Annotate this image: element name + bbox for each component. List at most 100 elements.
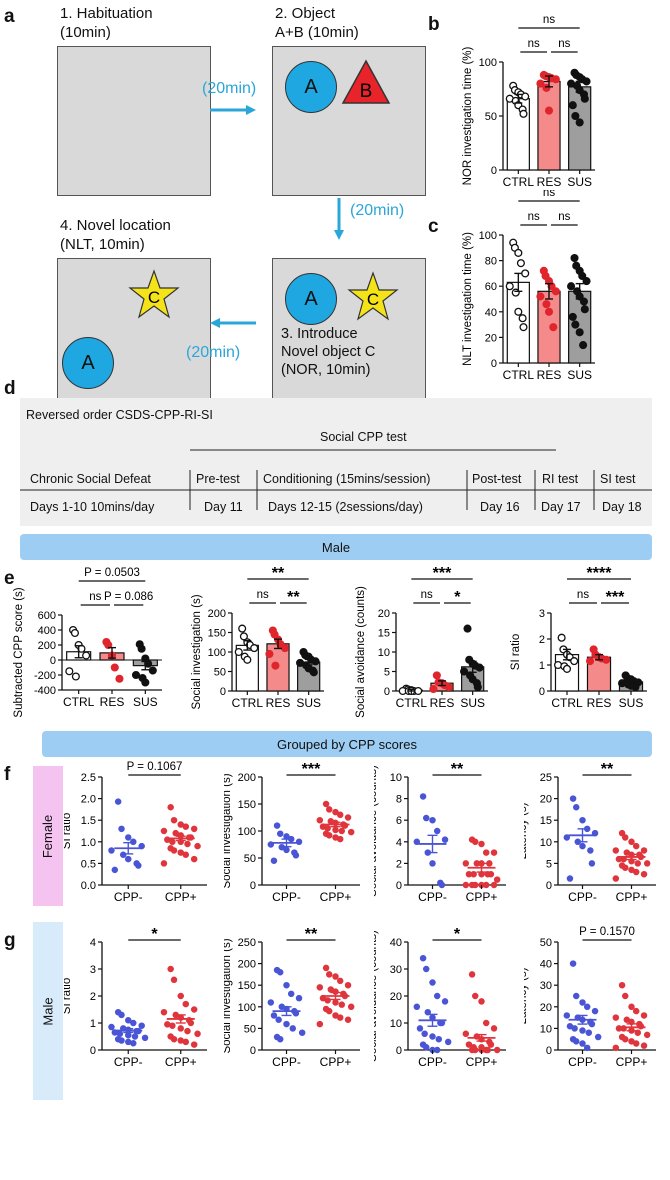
data-point	[280, 644, 289, 653]
data-point	[482, 1046, 490, 1054]
phase-label: SI test	[600, 472, 636, 486]
data-point	[177, 992, 185, 1000]
phase-label: Pre-test	[196, 472, 240, 486]
panel-letter-f: f	[4, 764, 11, 785]
data-point	[594, 1033, 602, 1041]
significance-label: *	[454, 926, 461, 943]
stage-novel-location-label: 4. Novel location (NLT, 10min)	[60, 217, 171, 253]
data-point	[322, 964, 330, 972]
data-point	[325, 971, 333, 978]
x-tick-label: SUS	[619, 696, 644, 710]
data-point	[311, 657, 320, 666]
data-point	[563, 834, 571, 841]
data-point	[521, 269, 530, 278]
grouped-band: Grouped by CPP scores	[42, 731, 652, 757]
x-tick-label: CTRL	[503, 175, 535, 189]
y-tick-label: 5	[546, 858, 552, 870]
data-point	[468, 971, 476, 978]
y-tick-label: 6	[396, 815, 402, 827]
data-point	[471, 838, 479, 846]
x-tick-label: CTRL	[232, 696, 264, 710]
data-point	[482, 1019, 490, 1027]
y-axis-label: Social avoidance (counts)	[374, 765, 379, 897]
data-point	[621, 1035, 629, 1043]
data-point	[347, 828, 355, 836]
y-tick-label: 0	[491, 358, 497, 370]
data-point	[125, 1017, 132, 1024]
y-tick-label: 150	[238, 980, 256, 992]
y-tick-label: 0	[90, 1045, 96, 1057]
data-point	[190, 855, 198, 863]
x-tick-label: CPP+	[165, 1055, 197, 1069]
y-tick-label: 20	[390, 991, 402, 1003]
x-tick-label: CPP+	[320, 1055, 352, 1069]
x-tick-label: SUS	[133, 695, 158, 709]
data-point	[271, 661, 280, 670]
data-point	[344, 814, 352, 821]
data-point	[298, 1029, 306, 1036]
data-point	[82, 651, 91, 660]
data-point	[116, 1030, 124, 1038]
data-point	[160, 860, 168, 867]
y-tick-label: 100	[238, 1002, 256, 1014]
data-point	[270, 1012, 278, 1019]
phase-label: Post-test	[472, 472, 522, 486]
y-axis-label: Latency (s)	[524, 967, 529, 1024]
data-point	[429, 1033, 436, 1040]
data-point	[336, 811, 344, 819]
y-axis-label: Social avoidance (counts)	[374, 930, 379, 1062]
day-label: Day 17	[541, 500, 581, 514]
y-axis-label: SI ratio	[510, 634, 522, 670]
significance-label: ns	[558, 211, 570, 223]
data-point	[566, 875, 574, 882]
male-band: Male	[20, 534, 652, 560]
y-tick-label: 100	[479, 57, 497, 69]
data-point	[478, 840, 485, 848]
x-tick-label: CPP+	[320, 890, 352, 904]
data-point	[632, 842, 640, 850]
x-tick-label: CPP-	[114, 1055, 143, 1069]
significance-label: **	[451, 761, 464, 778]
data-point	[471, 881, 479, 889]
arena-object: A B	[272, 46, 426, 196]
data-point	[571, 320, 580, 329]
data-point	[336, 835, 344, 843]
data-point	[571, 111, 580, 121]
data-point	[544, 106, 554, 115]
data-point	[621, 992, 629, 1000]
data-point	[138, 1022, 145, 1029]
object-a-label: A	[304, 287, 318, 310]
data-point	[283, 846, 290, 854]
data-point	[575, 328, 584, 337]
data-point	[441, 998, 449, 1005]
data-point	[435, 1035, 443, 1043]
data-point	[419, 793, 427, 800]
data-point	[110, 663, 119, 672]
data-point	[429, 816, 436, 824]
data-point	[131, 670, 141, 680]
y-tick-label: 200	[38, 640, 56, 652]
arena-habituation	[57, 46, 211, 196]
y-tick-label: 3	[539, 608, 545, 620]
interval-label-1: (20min)	[202, 80, 257, 97]
data-point	[316, 816, 324, 824]
data-point	[612, 1044, 620, 1052]
x-tick-label: CTRL	[63, 695, 95, 709]
data-point	[643, 860, 651, 867]
object-c-star: C	[128, 269, 180, 319]
data-point	[516, 259, 525, 268]
data-point	[177, 849, 185, 856]
significance-label: ns	[528, 38, 540, 50]
data-point	[429, 979, 436, 986]
y-tick-label: 2	[396, 858, 402, 870]
data-point	[475, 663, 484, 672]
data-point	[347, 1003, 355, 1011]
data-point	[141, 1034, 149, 1042]
data-point	[125, 1038, 132, 1046]
data-point	[487, 1041, 495, 1048]
significance-label: ***	[433, 565, 452, 582]
data-point	[336, 977, 344, 985]
data-point	[170, 816, 178, 824]
data-point	[322, 800, 330, 808]
data-point	[444, 683, 453, 692]
